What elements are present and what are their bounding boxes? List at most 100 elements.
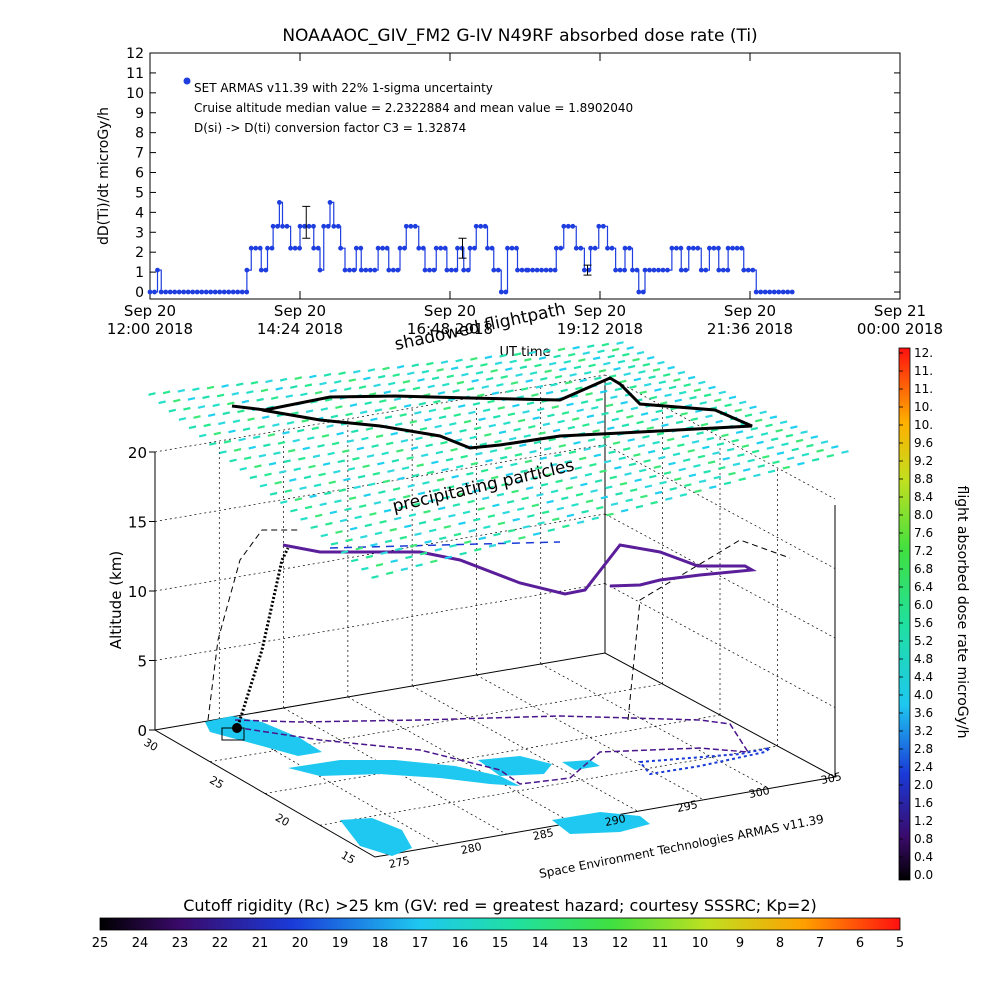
particle-dash <box>667 365 675 370</box>
particle-dash <box>478 417 486 422</box>
dose-rate-point <box>636 289 642 295</box>
dose-rate-point <box>433 245 439 251</box>
horizontal-colorbar-tick-label: 15 <box>492 936 509 951</box>
particle-dash <box>410 446 419 450</box>
particle-dash <box>449 544 457 548</box>
dose-rate-point <box>427 267 432 273</box>
projection-dashes-right <box>627 539 791 721</box>
particle-dash <box>488 543 497 548</box>
particle-dash <box>457 404 466 408</box>
wall-altitude-line <box>604 374 836 500</box>
altitude-tick-label: 10 <box>128 583 147 601</box>
particle-dash <box>365 427 374 431</box>
dose-rate-point <box>514 245 519 251</box>
horizontal-colorbar-tick-label: 13 <box>572 936 589 951</box>
particle-dash <box>593 453 602 458</box>
particle-dash <box>564 459 572 464</box>
dose-rate-point <box>478 223 484 229</box>
particle-dash <box>781 442 789 447</box>
particle-dash <box>558 444 567 448</box>
particle-dash <box>512 403 520 408</box>
particle-dash <box>463 540 472 544</box>
floor-grid-line <box>264 714 721 794</box>
longitude-tick-label: 280 <box>460 840 483 857</box>
particle-dash <box>754 418 763 423</box>
dose-rate-point <box>683 267 689 273</box>
particle-dash <box>608 450 616 455</box>
particle-dash <box>675 420 684 425</box>
particle-dash <box>482 408 491 413</box>
particle-dash <box>572 345 580 350</box>
land-hispaniola <box>478 756 552 776</box>
particle-dash <box>381 451 389 456</box>
particle-dash <box>559 469 568 474</box>
land-yucatan <box>340 818 412 856</box>
particle-dash <box>513 427 521 432</box>
particle-dash <box>317 444 325 448</box>
particle-dash <box>633 377 642 382</box>
particle-dash <box>566 513 575 518</box>
particle-dash <box>638 468 647 473</box>
particle-dash <box>619 481 628 486</box>
particle-dash <box>616 341 624 345</box>
particle-dash <box>534 466 543 470</box>
y-tick-label: 5 <box>135 185 144 201</box>
particle-dash <box>314 513 323 518</box>
dose-rate-point <box>600 223 606 229</box>
particle-dash <box>417 378 425 382</box>
particle-dash <box>630 406 639 411</box>
particle-dash <box>731 438 739 443</box>
particle-dash <box>509 359 517 364</box>
particle-dash <box>779 420 788 425</box>
dose-rate-point <box>525 267 531 273</box>
particle-dash <box>598 369 607 373</box>
particle-dash <box>434 547 443 552</box>
particle-dash <box>760 432 769 436</box>
particle-dash <box>370 417 378 422</box>
particle-dash <box>535 384 544 389</box>
dose-rate-point <box>640 289 646 295</box>
latitude-tick-label: 25 <box>207 773 226 791</box>
horizontal-colorbar-tick-label: 16 <box>452 936 469 951</box>
particle-dash <box>507 528 516 533</box>
particle-dash <box>248 445 256 450</box>
particle-dash <box>382 366 390 371</box>
y-tick-label: 10 <box>126 86 144 102</box>
horizontal-colorbar-tick-label: 9 <box>736 936 744 951</box>
particle-dash <box>741 444 750 448</box>
dose-rate-point <box>297 245 302 251</box>
particle-dash <box>232 419 241 424</box>
particle-dash <box>401 466 410 470</box>
dose-rate-point <box>686 245 692 251</box>
particle-dash <box>538 356 547 360</box>
3d-plot: shadowed flightpath precipitating partic… <box>107 299 849 881</box>
dose-rate-point <box>455 245 460 251</box>
particle-dash <box>346 439 355 443</box>
particle-dash <box>599 469 607 474</box>
particle-dash <box>548 437 556 442</box>
particle-dash <box>514 452 523 457</box>
dose-rate-point <box>386 267 392 273</box>
dose-rate-point <box>578 245 584 251</box>
particle-dash <box>515 479 524 484</box>
particle-dash <box>393 397 402 401</box>
dose-rate-point <box>270 223 276 229</box>
dose-rate-point <box>217 289 223 295</box>
particle-dash <box>610 395 618 400</box>
particle-dash <box>662 373 671 377</box>
particle-dash <box>651 417 659 422</box>
particle-dash <box>607 354 615 359</box>
particle-dash <box>359 410 368 415</box>
particle-dash <box>654 388 662 392</box>
horizontal-colorbar-ticks: 25 24 23 22 21 20 19 18 17 16 15 14 13 12 11 10 9 8 7 6 5 <box>92 936 904 951</box>
particle-dash <box>769 415 778 420</box>
dose-rate-point <box>734 245 740 251</box>
particle-dash <box>357 474 366 479</box>
particle-dash <box>573 365 582 370</box>
particle-dash <box>431 376 440 381</box>
particle-dash <box>666 437 675 442</box>
particle-dash <box>397 476 405 481</box>
particle-dash <box>639 390 647 395</box>
dose-rate-point <box>552 267 558 273</box>
particle-dash <box>715 419 723 424</box>
